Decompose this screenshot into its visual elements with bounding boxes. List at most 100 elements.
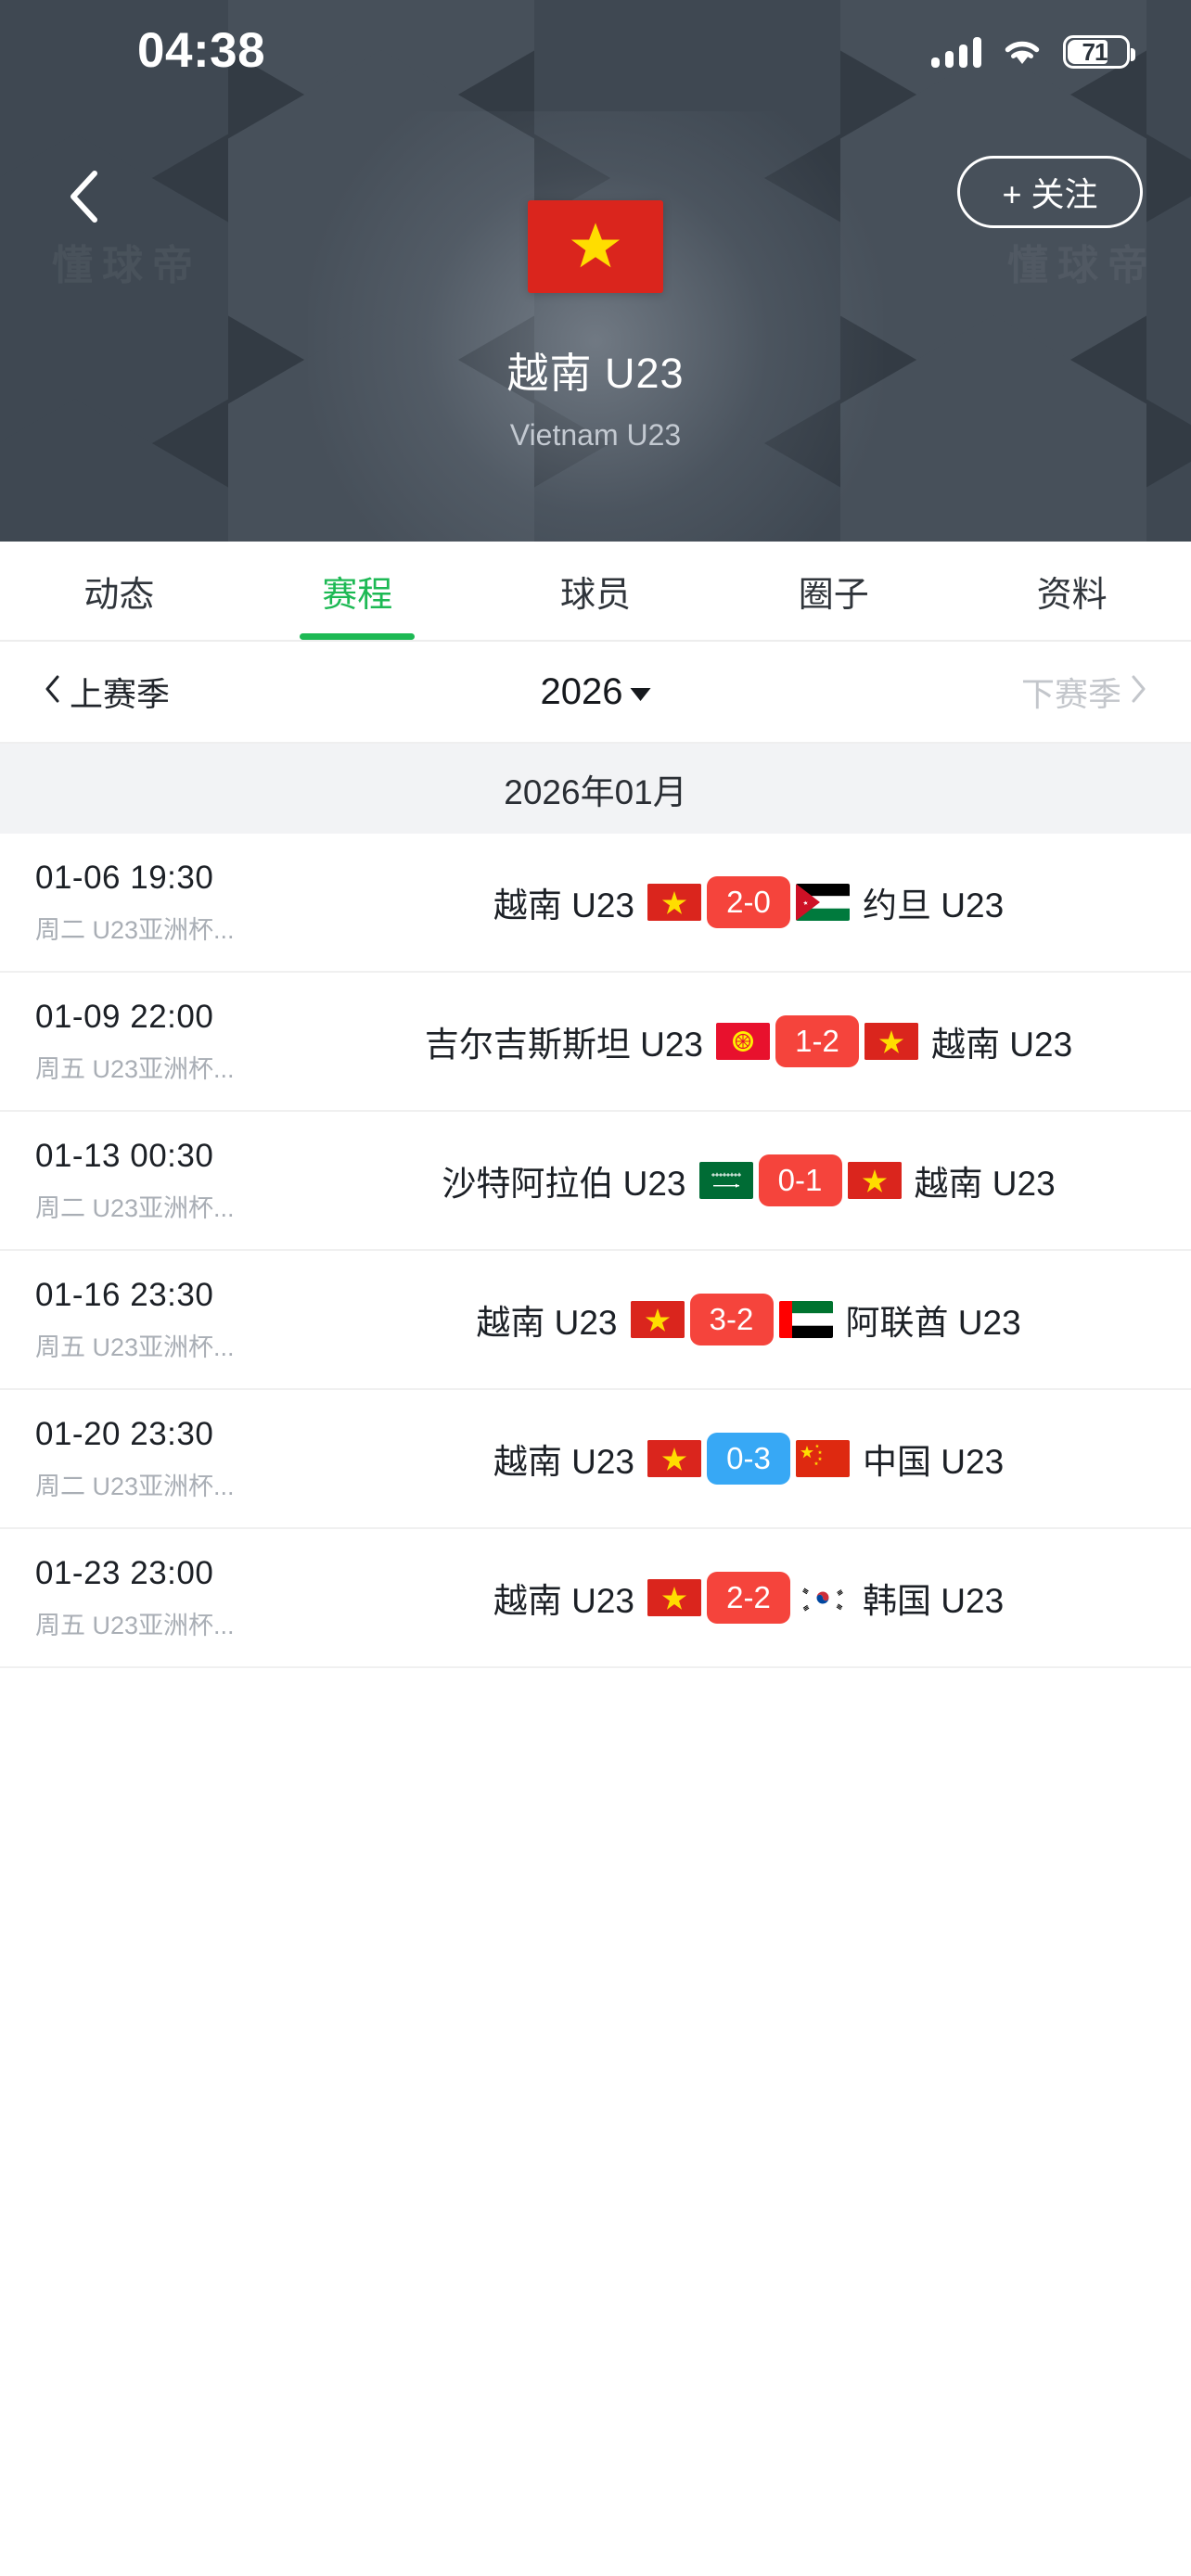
hex-pattern-background bbox=[0, 0, 1191, 542]
away-team-name: 中国 U23 bbox=[863, 1443, 1005, 1481]
follow-button[interactable]: + 关注 bbox=[957, 156, 1143, 228]
next-season-button[interactable]: 下赛季 bbox=[1021, 668, 1146, 716]
vietnam-flag bbox=[647, 884, 701, 921]
team-identity: 越南 U23 Vietnam U23 bbox=[0, 200, 1191, 453]
table-row[interactable]: 01-06 19:30 周二 U23亚洲杯... 越南 U23 2-0 约旦 U… bbox=[0, 834, 1191, 973]
match-date: 01-09 22:00 bbox=[35, 998, 214, 1035]
status-bar: 04:38 71 bbox=[0, 0, 1191, 100]
match-meta: 周二 U23亚洲杯... bbox=[35, 915, 235, 944]
tab-qiuyuan[interactable]: 球员 bbox=[477, 542, 715, 640]
tab-label: 资料 bbox=[1036, 575, 1108, 615]
away-team-name: 阿联酋 U23 bbox=[845, 1304, 1021, 1342]
match-fixture: 越南 U23 3-2 阿联酋 U23 bbox=[306, 1294, 1191, 1345]
tab-ziliao[interactable]: 资料 bbox=[953, 542, 1191, 640]
status-time: 04:38 bbox=[137, 22, 266, 78]
table-row[interactable]: 01-23 23:00 周五 U23亚洲杯... 越南 U23 2-2 韩国 U… bbox=[0, 1529, 1191, 1668]
team-name-cn: 越南 U23 bbox=[506, 350, 685, 397]
tab-label: 动态 bbox=[83, 575, 155, 615]
match-score: 0-1 bbox=[758, 1154, 842, 1206]
match-date: 01-20 23:30 bbox=[35, 1415, 214, 1452]
back-chevron-icon bbox=[68, 170, 99, 223]
jordan-flag bbox=[796, 884, 850, 921]
home-team-name: 越南 U23 bbox=[493, 886, 634, 925]
match-time-block: 01-20 23:30 周二 U23亚洲杯... bbox=[0, 1416, 306, 1502]
home-team-name: 越南 U23 bbox=[476, 1304, 618, 1342]
team-header: 懂球帝 懂球帝 04:38 71 bbox=[0, 0, 1191, 542]
match-score: 2-2 bbox=[707, 1572, 790, 1624]
match-fixture: 吉尔吉斯斯坦 U23 1-2 越南 U23 bbox=[306, 1015, 1191, 1067]
match-fixture: 沙特阿拉伯 U23 0-1 越南 U23 bbox=[306, 1154, 1191, 1206]
home-team-name: 越南 U23 bbox=[493, 1582, 634, 1620]
table-row[interactable]: 01-16 23:30 周五 U23亚洲杯... 越南 U23 3-2 阿联酋 … bbox=[0, 1251, 1191, 1390]
match-meta: 周二 U23亚洲杯... bbox=[35, 1472, 235, 1500]
match-date: 01-13 00:30 bbox=[35, 1137, 214, 1174]
away-team-name: 韩国 U23 bbox=[863, 1582, 1005, 1620]
away-team-name: 越南 U23 bbox=[914, 1165, 1056, 1203]
home-team-name: 越南 U23 bbox=[493, 1443, 634, 1481]
match-fixture: 越南 U23 2-2 韩国 U23 bbox=[306, 1572, 1191, 1624]
away-team-name: 约旦 U23 bbox=[863, 886, 1005, 925]
battery-level: 71 bbox=[1082, 37, 1108, 66]
month-section-header: 2026年01月 bbox=[0, 744, 1191, 834]
match-meta: 周五 U23亚洲杯... bbox=[35, 1333, 235, 1361]
match-time-block: 01-23 23:00 周五 U23亚洲杯... bbox=[0, 1555, 306, 1641]
next-season-label: 下赛季 bbox=[1020, 675, 1121, 713]
tab-quanzi[interactable]: 圈子 bbox=[714, 542, 953, 640]
saudi-arabia-flag bbox=[698, 1162, 753, 1199]
match-time-block: 01-06 19:30 周二 U23亚洲杯... bbox=[0, 860, 306, 946]
vietnam-flag bbox=[647, 1440, 701, 1477]
match-time-block: 01-13 00:30 周二 U23亚洲杯... bbox=[0, 1138, 306, 1224]
china-flag bbox=[796, 1440, 850, 1477]
tab-label: 球员 bbox=[559, 575, 631, 615]
home-team-name: 沙特阿拉伯 U23 bbox=[442, 1165, 686, 1203]
match-list: 01-06 19:30 周二 U23亚洲杯... 越南 U23 2-0 约旦 U… bbox=[0, 834, 1191, 1668]
cellular-signal-icon bbox=[931, 36, 981, 68]
home-team-name: 吉尔吉斯斯坦 U23 bbox=[424, 1026, 703, 1064]
watermark-left: 懂球帝 bbox=[52, 243, 202, 288]
match-date: 01-23 23:00 bbox=[35, 1554, 214, 1591]
match-score: 3-2 bbox=[689, 1294, 774, 1345]
vietnam-flag bbox=[630, 1301, 685, 1338]
match-meta: 周二 U23亚洲杯... bbox=[35, 1193, 235, 1222]
follow-button-label: + 关注 bbox=[1002, 175, 1098, 213]
match-date: 01-06 19:30 bbox=[35, 859, 214, 896]
season-current-label: 2026 bbox=[540, 670, 623, 712]
match-fixture: 越南 U23 0-3 中国 U23 bbox=[306, 1433, 1191, 1485]
chevron-left-icon bbox=[45, 672, 60, 711]
team-name-en: Vietnam U23 bbox=[509, 418, 682, 452]
caret-down-icon bbox=[630, 688, 651, 701]
match-fixture: 越南 U23 2-0 约旦 U23 bbox=[306, 876, 1191, 928]
previous-season-button[interactable]: 上赛季 bbox=[45, 668, 170, 716]
previous-season-label: 上赛季 bbox=[70, 675, 171, 713]
match-score: 1-2 bbox=[775, 1015, 859, 1067]
wifi-icon bbox=[1002, 36, 1043, 68]
match-meta: 周五 U23亚洲杯... bbox=[35, 1611, 235, 1639]
tab-saicheng[interactable]: 赛程 bbox=[238, 542, 477, 640]
table-row[interactable]: 01-13 00:30 周二 U23亚洲杯... 沙特阿拉伯 U23 0-1 越… bbox=[0, 1112, 1191, 1251]
tab-dongtai[interactable]: 动态 bbox=[0, 542, 238, 640]
table-row[interactable]: 01-09 22:00 周五 U23亚洲杯... 吉尔吉斯斯坦 U23 1-2 … bbox=[0, 973, 1191, 1112]
back-button[interactable] bbox=[45, 158, 122, 236]
chevron-right-icon bbox=[1131, 672, 1146, 711]
section-tabs: 动态 赛程 球员 圈子 资料 bbox=[0, 542, 1191, 642]
south-korea-flag bbox=[796, 1579, 850, 1616]
match-score: 2-0 bbox=[707, 876, 790, 928]
match-time-block: 01-16 23:30 周五 U23亚洲杯... bbox=[0, 1277, 306, 1363]
match-time-block: 01-09 22:00 周五 U23亚洲杯... bbox=[0, 999, 306, 1085]
watermark-right: 懂球帝 bbox=[1007, 243, 1158, 288]
match-meta: 周五 U23亚洲杯... bbox=[35, 1054, 235, 1083]
uae-flag bbox=[778, 1301, 833, 1338]
season-selector-bar: 上赛季 2026 下赛季 bbox=[0, 642, 1191, 744]
match-date: 01-16 23:30 bbox=[35, 1276, 214, 1313]
vietnam-flag bbox=[528, 200, 663, 293]
vietnam-flag bbox=[864, 1023, 918, 1060]
kyrgyzstan-flag bbox=[716, 1023, 770, 1060]
tab-label: 赛程 bbox=[322, 575, 393, 615]
vietnam-flag bbox=[847, 1162, 902, 1199]
table-row[interactable]: 01-20 23:30 周二 U23亚洲杯... 越南 U23 0-3 中国 U… bbox=[0, 1390, 1191, 1529]
away-team-name: 越南 U23 bbox=[931, 1026, 1073, 1064]
season-dropdown[interactable]: 2026 bbox=[541, 671, 651, 713]
tab-label: 圈子 bbox=[798, 575, 869, 615]
battery-icon: 71 bbox=[1063, 35, 1135, 69]
vietnam-flag bbox=[647, 1579, 701, 1616]
